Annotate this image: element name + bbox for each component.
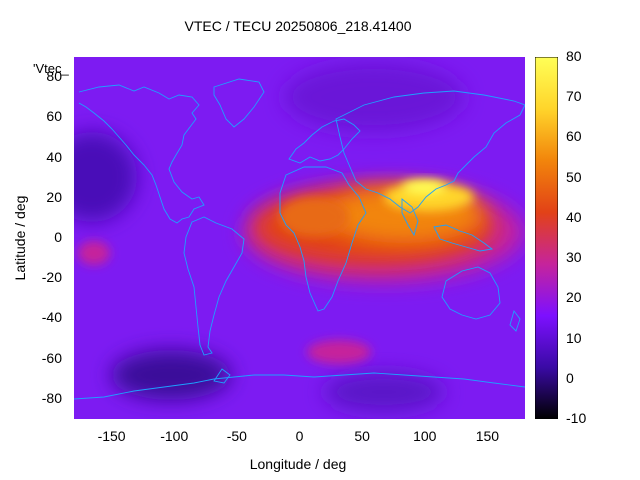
vtec-south-atlantic (307, 340, 371, 364)
y-tick-label: -40 (41, 309, 62, 326)
coast-indonesia (433, 224, 494, 252)
coast-africa (279, 166, 367, 312)
coast-south-america (183, 216, 245, 356)
y-tick-label: 80 (46, 68, 62, 85)
vtec-africa-high (279, 197, 349, 237)
colorbar-tick-label: 0 (566, 369, 574, 386)
mid-vtec-pacific-west (78, 241, 110, 265)
coast-north-america (78, 84, 205, 224)
colorbar-tick-label: 70 (566, 88, 582, 105)
colorbar (534, 56, 559, 420)
y-tick-label: -20 (41, 269, 62, 286)
coast-greenland (213, 78, 265, 128)
x-tick-label: -50 (226, 428, 247, 444)
low-vtec-north-asia (284, 62, 464, 132)
colorbar-tick-label: 10 (566, 329, 582, 346)
low-vtec-pacific-north (74, 132, 137, 222)
coast-antarctica (74, 372, 525, 400)
coast-europe (288, 118, 361, 164)
vtec-map (74, 57, 525, 419)
colorbar-tick-label: 80 (566, 48, 582, 64)
colorbar-tick-label: -10 (566, 410, 587, 426)
x-axis-label: Longitude / deg (249, 456, 347, 472)
x-tick-label: -100 (160, 428, 189, 444)
y-tick-label: -60 (41, 349, 62, 366)
coast-australia (441, 266, 501, 320)
legend-key: 'Vtec_ (33, 61, 69, 76)
colorbar-tick-label: 20 (566, 289, 582, 306)
low-vtec-antarctic (111, 350, 231, 400)
vtec-peak (402, 180, 446, 194)
x-tick-label: 150 (475, 428, 500, 444)
chart-title: VTEC / TECU 20250806_218.41400 (184, 18, 412, 34)
coastlines (74, 78, 525, 400)
y-tick-label: 40 (46, 148, 62, 165)
x-tick-label: 100 (413, 428, 437, 444)
colorbar-tick-label: 30 (566, 249, 582, 266)
coast-antarctic-peninsula (213, 368, 231, 384)
low-vtec-south (324, 372, 444, 412)
x-tick-label: 50 (354, 428, 370, 444)
x-tick-label: 0 (295, 428, 304, 444)
coast-asia (335, 90, 525, 214)
y-tick-label: -80 (41, 389, 62, 406)
vtec-field (74, 62, 524, 412)
coast-new-zealand (509, 310, 521, 332)
y-tick-label: 60 (46, 108, 62, 125)
colorbar-gradient (534, 56, 559, 420)
y-tick-label: 20 (46, 188, 62, 205)
y-axis-label: Latitude / deg (12, 195, 28, 281)
colorbar-tick-label: 60 (566, 128, 582, 145)
x-tick-label: -150 (97, 428, 126, 444)
plot-area (74, 57, 525, 419)
coast-india (401, 198, 419, 237)
colorbar-tick-label: 50 (566, 168, 582, 185)
y-tick-label: 0 (54, 229, 62, 245)
colorbar-tick-label: 40 (566, 208, 582, 225)
